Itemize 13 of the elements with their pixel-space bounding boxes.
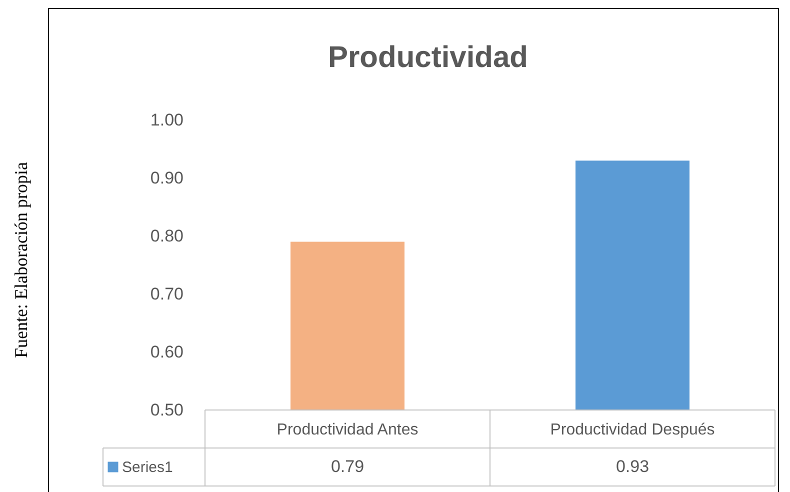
data-label: 0.93	[616, 457, 650, 476]
y-tick-label: 0.90	[150, 168, 184, 188]
y-tick-label: 0.80	[150, 226, 184, 246]
chart-title: Productividad	[328, 41, 528, 74]
x-tick-label: Productividad Antes	[276, 422, 418, 438]
legend-label: Series1	[122, 459, 173, 476]
y-tick-label: 0.70	[150, 284, 184, 304]
data-label: 0.79	[330, 457, 364, 476]
x-tick-label: Productividad Después	[550, 422, 715, 438]
y-tick-label: 1.00	[150, 110, 184, 130]
y-tick-label: 0.60	[150, 342, 184, 362]
y-tick-label: 0.50	[150, 400, 184, 420]
source-note: Fuente: Elaboración propia	[11, 162, 31, 358]
